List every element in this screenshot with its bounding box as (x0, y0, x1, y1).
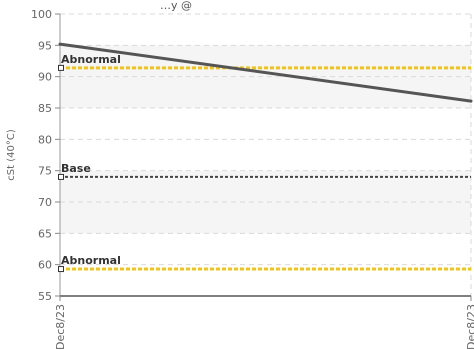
grid (59, 13, 472, 296)
x-tick-label-0: Dec8/23 (54, 304, 67, 350)
reference-label-0: Abnormal (61, 53, 121, 66)
reference-label-2: Abnormal (61, 254, 121, 267)
y-tick-label-85: 85 (38, 102, 52, 115)
reference-marker-1 (58, 173, 64, 180)
y-axis-ticks: 55 60 65 70 75 80 85 90 95 100 (31, 8, 60, 303)
y-tick-label-80: 80 (38, 133, 52, 146)
shaded-band-1 (60, 170, 471, 234)
y-tick-label-55: 55 (38, 290, 52, 303)
y-tick-label-95: 95 (38, 39, 52, 52)
y-tick-label-60: 60 (38, 259, 52, 272)
x-axis-ticks: Dec8/23 Dec8/23 (54, 296, 474, 350)
reference-lines: Abnormal Base Abnormal (58, 53, 471, 273)
y-tick-label-65: 65 (38, 227, 52, 240)
reference-label-1: Base (61, 162, 91, 175)
y-tick-label-100: 100 (31, 8, 52, 21)
shaded-band-0 (60, 45, 471, 108)
y-tick-label-70: 70 (38, 196, 52, 209)
series-line-0 (58, 42, 473, 103)
reference-marker-0 (58, 64, 64, 71)
y-tick-label-90: 90 (38, 71, 52, 84)
y-tick-label-75: 75 (38, 165, 52, 178)
y-axis-label: cSt (40°C) (6, 129, 17, 181)
x-tick-label-1: Dec8/23 (465, 304, 474, 350)
reference-marker-2 (58, 266, 64, 273)
series (58, 42, 473, 103)
axes (59, 14, 471, 297)
chart-subtitle: …y @ (160, 0, 192, 12)
